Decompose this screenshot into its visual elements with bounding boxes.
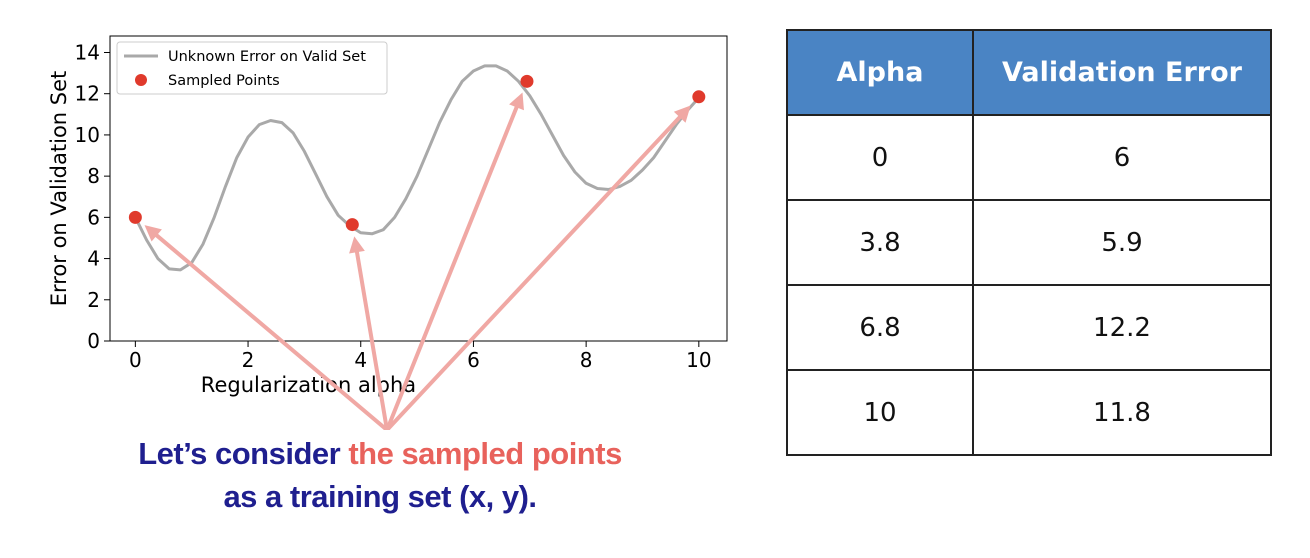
- pointer-arrow-head: [349, 236, 365, 254]
- caption-line-1: Let’s consider the sampled points: [60, 436, 700, 472]
- legend-label-curve: Unknown Error on Valid Set: [168, 49, 366, 65]
- column-header-validation-error: Validation Error: [972, 29, 1272, 116]
- plot-frame: [109, 35, 728, 342]
- pointer-arrow-line: [354, 250, 389, 430]
- sampled-point: [692, 90, 706, 104]
- x-tick-label: 4: [354, 348, 367, 372]
- caption-line-2: as a training set (x, y).: [223, 479, 537, 514]
- y-tick-label: 12: [75, 82, 100, 106]
- table-row: 0 6: [786, 114, 1272, 201]
- x-tick-label: 10: [686, 348, 711, 372]
- y-axis-label: Error on Validation Set: [47, 71, 71, 307]
- validation-error-chart: 0 2 4 6 8 10 0 2 4 6 8 10 12 14 Regularization alpha Er…: [47, 35, 728, 430]
- y-tick-label: 6: [87, 205, 100, 229]
- y-tick-label: 14: [75, 40, 100, 64]
- x-tick-label: 6: [467, 348, 480, 372]
- caption-prefix: Let’s consider: [138, 436, 349, 471]
- pointer-arrow-head: [144, 225, 162, 242]
- pointer-arrow-line: [385, 105, 519, 430]
- table-cell-error: 11.8: [972, 369, 1272, 456]
- pointer-arrow-head: [673, 105, 691, 123]
- table-cell-alpha: 0: [786, 114, 974, 201]
- table-cell-alpha: 3.8: [786, 199, 974, 286]
- x-tick-label: 8: [580, 348, 593, 372]
- x-tick-label: 2: [242, 348, 255, 372]
- x-axis-label: Regularization alpha: [201, 373, 416, 397]
- table-row: 3.8 5.9: [786, 199, 1272, 286]
- table-cell-alpha: 6.8: [786, 284, 974, 371]
- alpha-error-table: Alpha Validation Error 0 6 3.8 5.9 6.8 1…: [786, 29, 1272, 456]
- y-tick-label: 4: [87, 247, 100, 271]
- y-tick-label: 2: [87, 288, 100, 312]
- column-header-alpha: Alpha: [786, 29, 974, 116]
- legend-label-points: Sampled Points: [168, 73, 280, 89]
- table-cell-error: 6: [972, 114, 1272, 201]
- table-header-row: Alpha Validation Error: [786, 29, 1272, 116]
- pointer-arrow-line: [154, 233, 389, 430]
- caption-highlight: the sampled points: [348, 436, 622, 471]
- error-curve-line: [134, 64, 700, 272]
- legend-box: [116, 41, 388, 95]
- sampled-point: [128, 210, 142, 224]
- y-tick-label: 10: [75, 123, 100, 147]
- table-cell-alpha: 10: [786, 369, 974, 456]
- table-cell-error: 12.2: [972, 284, 1272, 371]
- x-tick-label: 0: [129, 348, 142, 372]
- y-tick-label: 8: [87, 164, 100, 188]
- table-row: 10 11.8: [786, 369, 1272, 456]
- y-tick-label: 0: [87, 329, 100, 353]
- legend-point-swatch: [135, 74, 147, 86]
- pointer-arrow-line: [385, 115, 682, 430]
- sampled-point: [520, 74, 534, 88]
- sampled-point: [345, 218, 359, 232]
- table-cell-error: 5.9: [972, 199, 1272, 286]
- table-row: 6.8 12.2: [786, 284, 1272, 371]
- pointer-arrow-head: [509, 92, 524, 111]
